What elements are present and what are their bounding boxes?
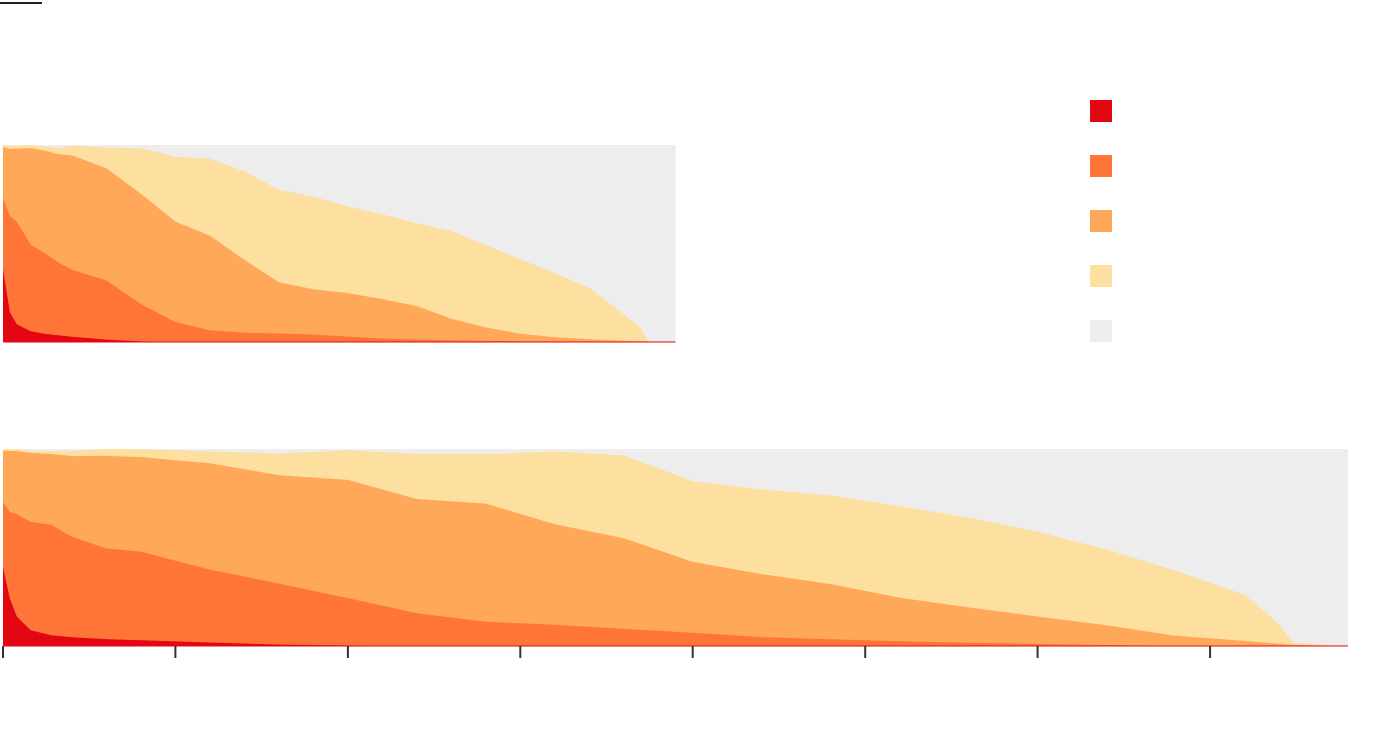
chart-panel-2 [3,449,1348,647]
legend-swatch-3 [1090,210,1112,232]
legend-swatch-1 [1090,100,1112,122]
area-band-2 [3,502,1348,646]
legend-swatch-5 [1090,320,1112,342]
area-band-2 [3,198,676,342]
legend [1090,100,1112,342]
area-band-3 [3,147,676,342]
x-axis [2,646,1212,658]
legend-swatch-2 [1090,155,1112,177]
legend-swatch-4 [1090,265,1112,287]
chart-panel-1 [3,145,676,343]
